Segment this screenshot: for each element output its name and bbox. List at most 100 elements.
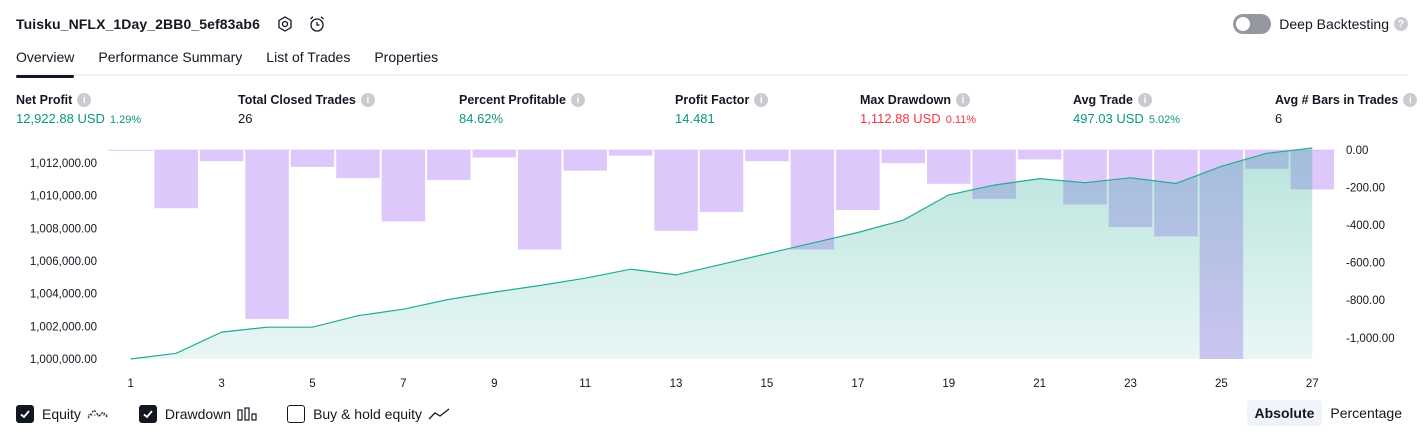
x-axis-tick: 25 [1215,378,1228,390]
metric-net-profit: Net Profit i 12,922.88 USD 1.29% [16,93,141,126]
metric-value: 6 [1275,111,1283,126]
info-icon[interactable]: i [1137,93,1152,107]
x-axis-tick: 1 [128,378,134,390]
settings-icon[interactable] [274,13,296,35]
info-icon[interactable]: i [956,93,970,107]
metric-percent: 5.02% [1148,114,1181,126]
metric-value: 26 [238,111,253,126]
tab-properties[interactable]: Properties [374,49,439,65]
drawdown-bar [245,150,289,320]
equity-line-icon [87,407,109,421]
info-icon[interactable]: i [360,93,375,107]
left-axis-tick: 1,010,000.00 [30,191,97,203]
legend-buy-hold-equity[interactable]: Buy & hold equity [287,405,450,423]
drawdown-bar [563,150,607,171]
drawdown-bar [427,150,471,181]
drawdown-bar [927,150,971,184]
metric-value: 84.62% [459,111,504,126]
x-axis-tick: 5 [309,378,315,390]
x-axis-tick: 19 [942,378,955,390]
metric-total-closed-trades: Total Closed Trades i 26 [238,93,375,126]
x-axis-tick: 27 [1306,378,1319,390]
tab-bar: Overview Performance Summary List of Tra… [16,46,1408,78]
drawdown-bar [336,150,380,179]
chart-legend: Equity Drawdown Buy & hold equity [16,403,480,425]
x-axis-tick: 21 [1033,378,1046,390]
metric-value: 12,922.88 USD [16,111,105,126]
tab-overview[interactable]: Overview [16,46,75,78]
right-axis-tick: -1,000.00 [1346,333,1395,345]
legend-label: Buy & hold equity [313,406,423,422]
strategy-header: Tuisku_NFLX_1Day_2BB0_5ef83ab6 Deep Back… [16,10,1408,38]
x-axis-tick: 13 [670,378,683,390]
metrics-row: Net Profit i 12,922.88 USD 1.29% Total Clo… [0,93,1424,133]
metric-percent: 0.11% [945,114,977,126]
drawdown-bar [199,150,244,162]
drawdown-bar [381,150,426,222]
trend-line-icon [428,407,450,421]
metric-label: Profit Factor [675,93,750,107]
help-icon[interactable]: ? [1394,17,1408,31]
info-icon[interactable]: i [1403,93,1418,107]
x-axis-tick: 7 [400,378,406,390]
left-axis-tick: 1,004,000.00 [30,289,97,301]
checkbox-unchecked-icon[interactable] [287,405,306,423]
metric-value: 497.03 USD [1073,111,1144,126]
drawdown-bar [608,150,653,156]
drawdown-bar [109,150,153,151]
drawdown-bar [472,150,516,158]
legend-label: Equity [42,406,81,422]
metric-label: Max Drawdown [860,93,951,107]
left-axis-tick: 1,000,000.00 [30,354,97,366]
absolute-button[interactable]: Absolute [1246,400,1323,426]
metric-label: Percent Profitable [459,93,566,107]
metric-label: Avg # Bars in Trades [1275,93,1399,107]
percentage-button[interactable]: Percentage [1330,405,1402,421]
legend-drawdown[interactable]: Drawdown [138,405,257,423]
left-axis-tick: 1,002,000.00 [30,321,97,333]
info-icon[interactable]: i [570,93,585,107]
tab-list-of-trades[interactable]: List of Trades [266,49,351,65]
drawdown-bar [154,150,198,209]
value-mode-switch: Absolute Percentage [1246,400,1411,426]
checkbox-checked-icon[interactable] [16,405,34,423]
bar-chart-icon [237,407,257,421]
drawdown-bar [790,150,835,250]
x-axis-tick: 9 [491,378,497,390]
metric-value: 1,112.88 USD [860,111,941,126]
info-icon[interactable]: i [77,93,92,107]
drawdown-bar [881,150,925,164]
drawdown-bar [699,150,744,212]
right-axis-tick: -600.00 [1346,258,1385,270]
drawdown-bar [836,150,880,211]
x-axis-tick: 23 [1124,378,1137,390]
drawdown-bar [745,150,789,162]
alarm-clock-icon[interactable] [306,13,328,35]
tab-performance-summary[interactable]: Performance Summary [98,49,243,65]
strategy-title: Tuisku_NFLX_1Day_2BB0_5ef83ab6 [16,16,260,32]
legend-label: Drawdown [164,406,232,422]
deep-backtesting-label: Deep Backtesting [1279,16,1389,32]
drawdown-bar [290,150,335,167]
right-axis-tick: 0.00 [1346,145,1368,157]
drawdown-bar [1017,150,1062,160]
drawdown-bar [654,150,698,231]
x-axis-tick: 3 [218,378,224,390]
drawdown-bar [518,150,562,250]
right-axis-tick: -200.00 [1346,183,1385,195]
x-axis-tick: 17 [851,378,864,390]
left-axis-tick: 1,006,000.00 [30,256,97,268]
left-axis-tick: 1,008,000.00 [30,223,97,235]
equity-line [130,147,1313,360]
metric-avg-trade: Avg Trade i 497.03 USD 5.02% [1073,93,1180,126]
checkbox-checked-icon[interactable] [138,405,157,423]
x-axis-tick: 15 [761,378,774,390]
info-icon[interactable]: i [754,93,769,107]
left-axis-tick: 1,012,000.00 [30,158,97,170]
legend-equity[interactable]: Equity [16,405,109,423]
metric-label: Net Profit [16,93,73,107]
deep-backtesting-toggle[interactable] [1233,14,1272,34]
metric-max-drawdown: Max Drawdown i 1,112.88 USD 0.11% [860,93,976,126]
equity-area [130,148,1313,359]
metric-label: Total Closed Trades [238,93,356,107]
